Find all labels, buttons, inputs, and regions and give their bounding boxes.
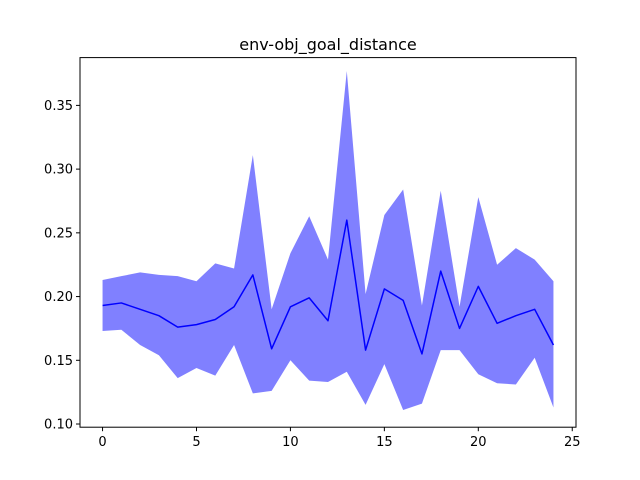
y-axis: 0.10 0.15 0.20 0.25 0.30 0.35 <box>44 99 80 433</box>
x-tick-label: 10 <box>282 435 299 450</box>
chart-title: env-obj_goal_distance <box>239 35 416 55</box>
x-tick-label: 15 <box>376 435 393 450</box>
x-tick-label: 25 <box>564 435 581 450</box>
x-tick-label: 20 <box>470 435 487 450</box>
x-tick-label: 0 <box>98 435 106 450</box>
x-axis: 0 5 10 15 20 25 <box>98 427 581 450</box>
y-tick-label: 0.20 <box>44 290 73 305</box>
confidence-band <box>102 70 554 410</box>
x-tick-label: 5 <box>192 435 200 450</box>
y-tick-label: 0.15 <box>44 354 73 369</box>
y-tick-label: 0.30 <box>44 163 73 178</box>
y-tick-label: 0.35 <box>44 99 73 114</box>
mean-line <box>102 219 555 355</box>
plot-frame <box>79 57 577 428</box>
y-tick-label: 0.25 <box>44 226 73 241</box>
plot-area <box>102 70 555 410</box>
y-tick-label: 0.10 <box>44 418 73 433</box>
